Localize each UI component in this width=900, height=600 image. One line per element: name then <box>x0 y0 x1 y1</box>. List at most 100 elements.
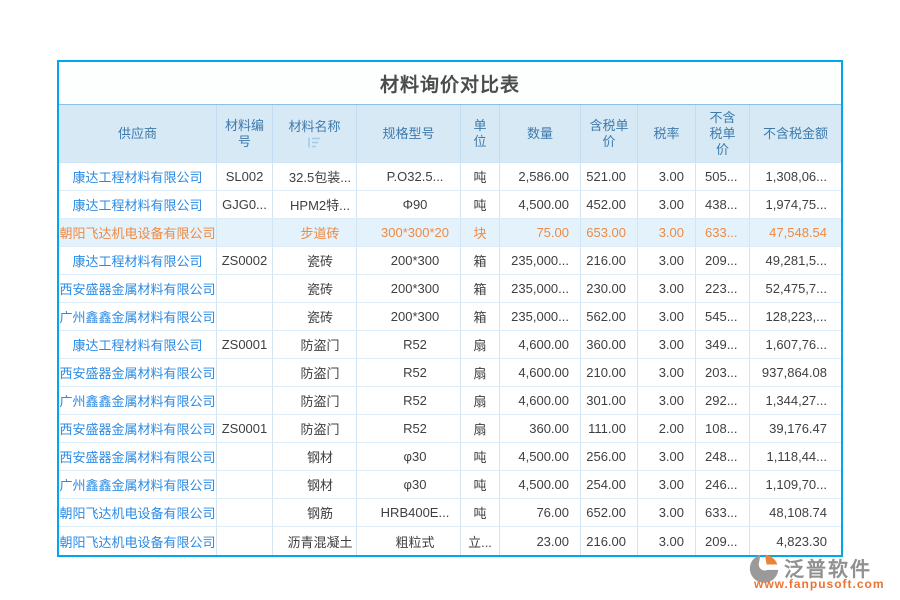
sort-icon[interactable] <box>307 137 322 148</box>
supplier-link[interactable]: 广州鑫鑫金属材料有限公司 <box>59 387 217 414</box>
material-name-cell: 钢材 <box>273 471 357 498</box>
unit-cell: 扇 <box>461 359 500 386</box>
supplier-link[interactable]: 西安盛器金属材料有限公司 <box>59 443 217 470</box>
tax-price-cell: 111.00 <box>581 415 638 442</box>
supplier-link[interactable]: 西安盛器金属材料有限公司 <box>59 275 217 302</box>
quantity-cell: 4,500.00 <box>500 443 581 470</box>
tax-rate-cell: 3.00 <box>638 303 696 330</box>
column-header-material-name[interactable]: 材料名称 <box>273 105 357 162</box>
column-header-no-tax-amount[interactable]: 不含税金额 <box>762 125 828 141</box>
unit-cell: 箱 <box>461 303 500 330</box>
table-row[interactable]: 康达工程材料有限公司 GJG0... HPM2特... Φ90 吨 4,500.… <box>59 191 841 219</box>
supplier-link[interactable]: 西安盛器金属材料有限公司 <box>59 359 217 386</box>
quantity-cell: 4,500.00 <box>500 471 581 498</box>
material-code-cell: ZS0001 <box>217 331 273 358</box>
unit-cell: 箱 <box>461 247 500 274</box>
column-header-tax-price[interactable]: 含税单价 <box>581 105 638 162</box>
supplier-link[interactable]: 康达工程材料有限公司 <box>59 163 217 190</box>
supplier-link[interactable]: 康达工程材料有限公司 <box>59 191 217 218</box>
table-row[interactable]: 康达工程材料有限公司 ZS0002 瓷砖 200*300 箱 235,000..… <box>59 247 841 275</box>
no-tax-price-cell: 248... <box>696 443 750 470</box>
table-row[interactable]: 广州鑫鑫金属材料有限公司 瓷砖 200*300 箱 235,000... 562… <box>59 303 841 331</box>
no-tax-price-cell: 438... <box>696 191 750 218</box>
tax-rate-cell: 3.00 <box>638 527 696 555</box>
table-row[interactable]: 广州鑫鑫金属材料有限公司 防盗门 R52 扇 4,600.00 301.00 3… <box>59 387 841 415</box>
table-row[interactable]: 西安盛器金属材料有限公司 防盗门 R52 扇 4,600.00 210.00 3… <box>59 359 841 387</box>
table-body: 康达工程材料有限公司 SL002 32.5包装... P.O32.5... 吨 … <box>59 163 841 555</box>
no-tax-price-cell: 209... <box>696 527 750 555</box>
no-tax-amount-cell: 1,607,76... <box>765 337 827 352</box>
supplier-link[interactable]: 康达工程材料有限公司 <box>59 331 217 358</box>
unit-cell: 吨 <box>461 191 500 218</box>
column-header-material-code[interactable]: 材料编号 <box>217 105 273 162</box>
material-code-cell: SL002 <box>217 163 273 190</box>
tax-price-cell: 230.00 <box>581 275 638 302</box>
table-row[interactable]: 康达工程材料有限公司 SL002 32.5包装... P.O32.5... 吨 … <box>59 163 841 191</box>
no-tax-amount-cell: 1,344,27... <box>765 393 827 408</box>
quantity-cell: 235,000... <box>500 303 581 330</box>
no-tax-amount-cell: 937,864.08 <box>761 365 827 380</box>
tax-price-cell: 452.00 <box>581 191 638 218</box>
material-code-cell <box>217 471 273 498</box>
spec-cell: 粗粒式 <box>357 527 461 555</box>
fanpu-logo-website[interactable]: www.fanpusoft.com <box>754 577 885 591</box>
no-tax-price-cell: 633... <box>696 219 750 246</box>
unit-cell: 箱 <box>461 275 500 302</box>
material-code-cell <box>217 303 273 330</box>
table-row[interactable]: 西安盛器金属材料有限公司 ZS0001 防盗门 R52 扇 360.00 111… <box>59 415 841 443</box>
tax-rate-cell: 3.00 <box>638 219 696 246</box>
column-header-quantity[interactable]: 数量 <box>500 105 581 162</box>
table-row[interactable]: 朝阳飞达机电设备有限公司 沥青混凝土 粗粒式 立... 23.00 216.00… <box>59 527 841 555</box>
tax-price-cell: 216.00 <box>581 527 638 555</box>
spec-cell: R52 <box>357 359 461 386</box>
no-tax-price-cell: 209... <box>696 247 750 274</box>
column-header-supplier[interactable]: 供应商 <box>59 105 217 162</box>
supplier-link[interactable]: 康达工程材料有限公司 <box>59 247 217 274</box>
column-header-spec[interactable]: 规格型号 <box>357 105 461 162</box>
column-header-tax-rate[interactable]: 税率 <box>638 105 696 162</box>
spec-cell: φ30 <box>357 471 461 498</box>
spec-cell: R52 <box>357 415 461 442</box>
quantity-cell: 23.00 <box>500 527 581 555</box>
table-row[interactable]: 西安盛器金属材料有限公司 瓷砖 200*300 箱 235,000... 230… <box>59 275 841 303</box>
unit-cell: 扇 <box>461 415 500 442</box>
tax-rate-cell: 3.00 <box>638 387 696 414</box>
column-header-unit[interactable]: 单位 <box>461 105 500 162</box>
material-name-cell: 防盗门 <box>273 415 357 442</box>
table-row[interactable]: 朝阳飞达机电设备有限公司 步道砖 300*300*20 块 75.00 653.… <box>59 219 841 247</box>
spec-cell: 200*300 <box>357 247 461 274</box>
table-row[interactable]: 康达工程材料有限公司 ZS0001 防盗门 R52 扇 4,600.00 360… <box>59 331 841 359</box>
supplier-link[interactable]: 朝阳飞达机电设备有限公司 <box>59 219 217 246</box>
table-row[interactable]: 广州鑫鑫金属材料有限公司 钢材 φ30 吨 4,500.00 254.00 3.… <box>59 471 841 499</box>
unit-cell: 吨 <box>461 471 500 498</box>
quantity-cell: 2,586.00 <box>500 163 581 190</box>
column-header-no-tax-price[interactable]: 不含税单价 <box>696 105 750 162</box>
tax-price-cell: 653.00 <box>581 219 638 246</box>
supplier-link[interactable]: 广州鑫鑫金属材料有限公司 <box>59 303 217 330</box>
spec-cell: R52 <box>357 331 461 358</box>
no-tax-price-cell: 223... <box>696 275 750 302</box>
table-row[interactable]: 西安盛器金属材料有限公司 钢材 φ30 吨 4,500.00 256.00 3.… <box>59 443 841 471</box>
material-code-cell <box>217 499 273 526</box>
material-name-cell: 防盗门 <box>273 359 357 386</box>
fanpu-logo[interactable]: 泛普软件 www.fanpusoft.com <box>748 551 896 595</box>
table-row[interactable]: 朝阳飞达机电设备有限公司 钢筋 HRB400E... 吨 76.00 652.0… <box>59 499 841 527</box>
tax-rate-cell: 3.00 <box>638 499 696 526</box>
no-tax-price-cell: 292... <box>696 387 750 414</box>
quantity-cell: 235,000... <box>500 275 581 302</box>
quantity-cell: 360.00 <box>500 415 581 442</box>
no-tax-amount-cell: 39,176.47 <box>769 421 827 436</box>
unit-cell: 吨 <box>461 499 500 526</box>
material-code-cell <box>217 443 273 470</box>
no-tax-price-cell: 633... <box>696 499 750 526</box>
unit-cell: 立... <box>461 527 500 555</box>
quantity-cell: 235,000... <box>500 247 581 274</box>
supplier-link[interactable]: 朝阳飞达机电设备有限公司 <box>59 499 217 526</box>
supplier-link[interactable]: 朝阳飞达机电设备有限公司 <box>59 527 217 555</box>
supplier-link[interactable]: 西安盛器金属材料有限公司 <box>59 415 217 442</box>
unit-cell: 块 <box>461 219 500 246</box>
tax-price-cell: 256.00 <box>581 443 638 470</box>
material-code-cell <box>217 387 273 414</box>
supplier-link[interactable]: 广州鑫鑫金属材料有限公司 <box>59 471 217 498</box>
unit-cell: 吨 <box>461 443 500 470</box>
